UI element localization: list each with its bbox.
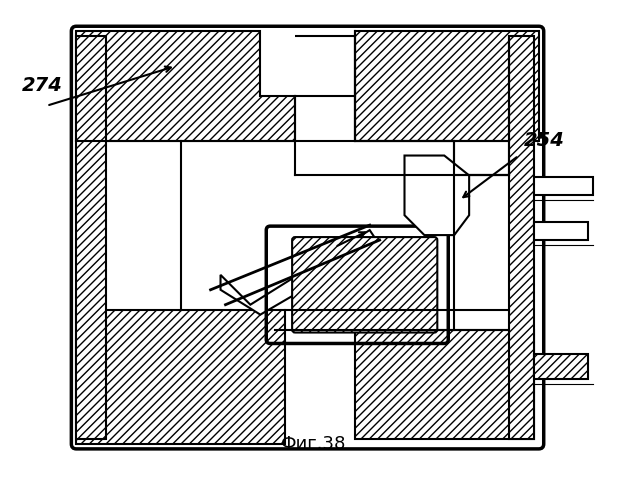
Bar [509,36,534,439]
Polygon shape [76,310,285,444]
Bar [534,178,593,196]
Bar [534,354,589,380]
Bar [534,222,589,240]
Polygon shape [404,156,469,235]
Text: Фиг.38: Фиг.38 [281,435,347,453]
Polygon shape [355,31,539,140]
Text: 274: 274 [21,76,62,95]
Polygon shape [76,31,295,140]
FancyBboxPatch shape [71,26,543,449]
Text: 254: 254 [524,130,565,150]
FancyBboxPatch shape [292,237,437,332]
Polygon shape [355,330,534,439]
Polygon shape [221,230,380,314]
Bar [76,36,106,439]
